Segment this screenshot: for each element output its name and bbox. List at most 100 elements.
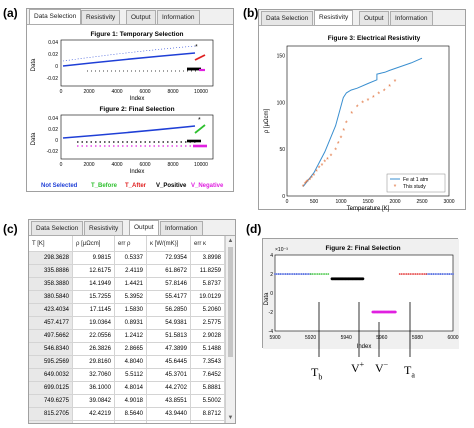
column-header-temperature[interactable]: T [K] [29,236,73,252]
data-point [279,273,282,275]
table-cell: 0.5337 [115,252,147,265]
table-cell: 815.2705 [29,408,73,421]
data-point [398,273,401,275]
data-point [288,273,290,275]
table-cell: 43.9440 [147,408,191,421]
data-point [400,273,403,275]
data-point: * [388,84,391,91]
table-cell: 57.8146 [147,278,191,291]
table-cell: 9.9815 [73,252,115,265]
table-row[interactable]: 749.6275 39.0842 4.9018 43.8551 5.5002 [29,395,225,408]
column-header-err-conductivity[interactable]: err κ [191,236,225,252]
table-row[interactable]: 699.0125 36.1000 4.8014 44.2702 5.8881 [29,382,225,395]
data-point [304,273,307,275]
tab-information[interactable]: Information [157,10,200,24]
table-row[interactable]: 497.5662 22.0556 1.2412 51.5813 2.9028 [29,330,225,343]
table-row[interactable]: 335.8886 12.6175 2.4119 61.8672 11.8259 [29,265,225,278]
data-point [414,273,417,275]
series-fe-line [302,57,423,187]
table-cell: 43.9000 [147,421,191,423]
data-point [308,273,310,275]
figure-1-xtick: 2000 [83,89,94,95]
table-row[interactable]: 815.2705 42.4219 8.5640 43.9440 8.8712 [29,408,225,421]
series-this-study: * *** * * ** * * * * ********* * ** *** [302,79,397,191]
tab-information[interactable]: Information [390,11,433,25]
zoom-xtick: 5940 [341,335,352,341]
data-point [420,273,422,275]
data-point [327,273,330,275]
zoom-data [274,273,454,314]
table-cell: 8.5640 [115,408,147,421]
table-header: T [K] ρ [μΩcm] err ρ κ [W/(mK)] err κ [29,236,225,252]
zoom-ticks: 5900 5920 5940 5960 5980 6000 4 2 0 -2 -4 [269,253,459,341]
figure-1-ytick: 0.04 [48,40,58,46]
tab-resistivity[interactable]: Resistivity [314,10,354,25]
figure-2-xtick: 0 [60,162,63,168]
data-point: * [302,184,305,191]
table-row[interactable]: 649.0032 32.7060 5.5112 45.3701 7.6452 [29,369,225,382]
tab-output[interactable]: Output [359,11,389,25]
table-row[interactable]: 862.000046.00005.459043.90006.7190 [29,421,225,423]
tab-data-selection[interactable]: Data Selection [29,9,82,24]
output-table: T [K] ρ [μΩcm] err ρ κ [W/(mK)] err κ 29… [29,235,235,423]
t-before-trace [194,124,206,134]
scroll-down-arrow[interactable]: ▼ [227,415,234,421]
table-cell: 15.7255 [73,291,115,304]
figure-1-ytick: 0 [55,64,58,70]
panel-label-b: (b) [243,6,259,20]
table-row[interactable]: 298.3628 9.9815 0.5337 72.9354 3.8998 [29,252,225,265]
figure-3-title: Figure 3: Electrical Resistivity [328,35,421,42]
tab-data-selection[interactable]: Data Selection [31,221,84,235]
data-point [313,273,315,275]
table-cell: 42.4219 [73,408,115,421]
tab-resistivity[interactable]: Resistivity [84,221,124,235]
data-point: * [350,111,353,118]
table-cell: 5.8881 [191,382,225,395]
scroll-thumb[interactable] [228,247,233,357]
scroll-up-arrow[interactable]: ▲ [227,238,234,244]
tab-bar: Data Selection Resistivity Output Inform… [29,220,235,235]
table-cell: 5.5002 [191,395,225,408]
tab-output[interactable]: Output [129,220,159,235]
data-point [413,273,415,275]
tab-resistivity[interactable]: Resistivity [81,10,121,24]
tab-bar: Data Selection Resistivity Output Inform… [259,10,465,25]
data-point [325,273,328,275]
column-header-resistivity[interactable]: ρ [μΩcm] [73,236,115,252]
table-cell: 4.8040 [115,356,147,369]
table-row[interactable]: 457.4177 19.0364 0.8931 54.9381 2.5775 [29,317,225,330]
figure-1-xtick: 8000 [167,89,178,95]
tab-data-selection[interactable]: Data Selection [261,11,314,25]
data-point [281,273,283,275]
table-row[interactable]: 358.3880 14.1949 1.4421 57.8146 5.8737 [29,278,225,291]
table-row[interactable]: 546.8340 26.3826 2.8665 47.3899 5.1488 [29,343,225,356]
figure-3-axes [286,45,450,197]
table-cell: 546.8340 [29,343,73,356]
data-point [299,273,301,275]
data-point: * [342,128,345,135]
zoom-xtick: 5920 [305,335,316,341]
data-point [311,273,314,275]
table-scrollbar[interactable]: ▲ ▼ [225,236,235,423]
table-cell: 5.4590 [115,421,147,423]
data-point [427,273,429,275]
column-header-err-resistivity[interactable]: err ρ [115,236,147,252]
table-row[interactable]: 380.5840 15.7255 5.3952 55.4177 19.0129 [29,291,225,304]
data-point [309,273,312,275]
data-point: * [377,91,380,98]
tab-information[interactable]: Information [160,221,203,235]
data-point: * [326,157,329,164]
figure-2-xtick: 8000 [167,162,178,168]
figure-3-ytick: 50 [279,147,285,153]
table-row[interactable]: 423.4034 17.1145 1.5830 56.2850 5.2060 [29,304,225,317]
data-point [430,273,433,275]
legend-t-after: T_After [125,183,147,189]
data-point [277,273,280,275]
figure-2-ytick: 0.02 [48,127,58,133]
figure-3-ytick: 0 [282,194,285,200]
table-row[interactable]: 595.2569 29.8160 4.8040 45.6445 7.3543 [29,356,225,369]
column-header-conductivity[interactable]: κ [W/(mK)] [147,236,191,252]
zoom-ytick: 4 [270,253,273,259]
figure-3-ylabel: ρ [μΩcm] [264,108,270,133]
tab-output[interactable]: Output [126,10,156,24]
